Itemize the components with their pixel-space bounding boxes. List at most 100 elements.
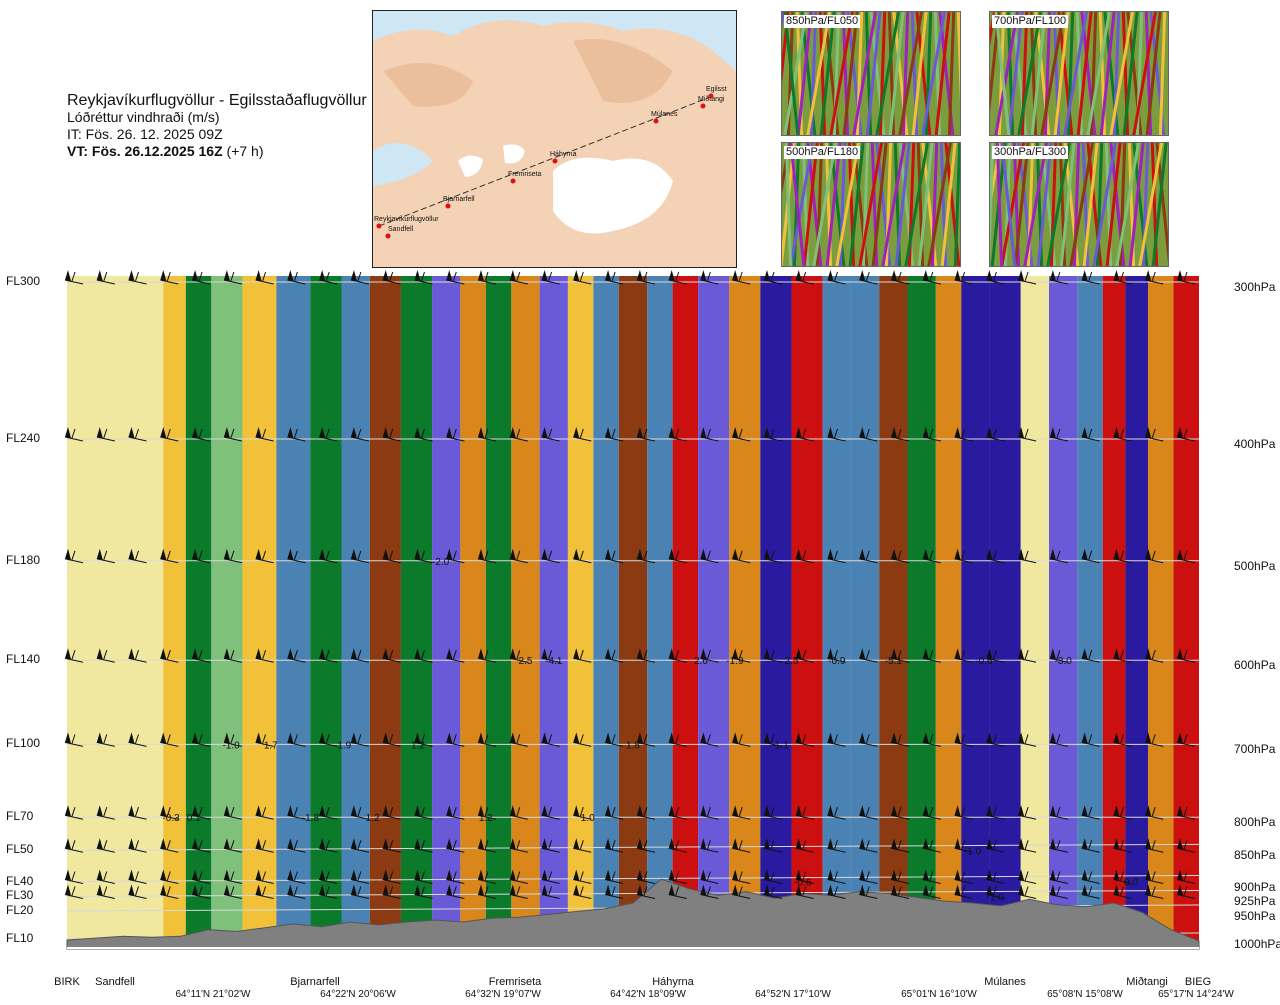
barb-feather [1056, 734, 1061, 744]
field-band [545, 276, 562, 949]
waypoint-label: Sandfell [95, 976, 135, 988]
barb-flag [764, 427, 770, 438]
barb-flag [922, 805, 929, 817]
barb-feather [484, 840, 489, 850]
wind-barb [1049, 884, 1069, 899]
barb-flag [636, 732, 643, 744]
route-waypoint-marker [376, 223, 382, 229]
barb-flag [478, 548, 484, 560]
field-band [618, 276, 648, 949]
barb-feather [516, 807, 521, 817]
thumbnail-stripe [1089, 12, 1098, 135]
wind-barb [96, 548, 115, 564]
wind-barb [604, 805, 624, 820]
field-band [246, 276, 273, 949]
wind-barb [1145, 427, 1164, 442]
field-band [822, 276, 851, 949]
thumbnail-700hpa[interactable]: 700hPa/FL100 [989, 11, 1169, 136]
barb-shaft [160, 657, 179, 663]
barb-flag [1081, 838, 1088, 850]
barb-shaft [350, 436, 370, 442]
wind-barb [795, 548, 814, 564]
barb-flag [1049, 732, 1056, 744]
route-map[interactable]: Reykjavíkurflugvöllur Sandfell Bjarnarfell… [372, 10, 737, 268]
barb-flag [223, 869, 230, 881]
pressure-label: 500hPa [1234, 558, 1276, 573]
barb-flag [859, 838, 866, 850]
flight-level-label: FL10 [6, 931, 34, 945]
barb-shaft [1176, 814, 1196, 820]
barb-flag [922, 884, 929, 896]
barb-feather [579, 428, 584, 439]
thumbnail-500hpa[interactable]: 500hPa/FL180 [781, 142, 961, 267]
barb-feather [643, 840, 648, 850]
barb-feather [738, 734, 743, 744]
wind-barb [859, 427, 878, 442]
barb-flag [382, 805, 389, 817]
thumbnail-stripe [829, 12, 854, 135]
barb-feather [421, 840, 425, 850]
field-band [944, 276, 953, 949]
barb-feather [770, 734, 775, 744]
thumbnail-850hpa[interactable]: 850hPa/FL050 [781, 11, 961, 136]
barb-flag [1145, 884, 1152, 896]
barb-feather [865, 550, 870, 560]
thumbnail-stripe [1099, 12, 1116, 135]
wind-barb [191, 884, 211, 899]
wind-barb [573, 869, 592, 884]
wind-barb [1145, 648, 1164, 663]
barb-flag [255, 548, 262, 560]
thumbnail-stripe [842, 12, 859, 135]
thumbnail-stripe [789, 143, 814, 266]
field-band [573, 276, 588, 949]
contour-label: -1.1 [772, 740, 790, 751]
thumbnail-300hpa[interactable]: 300hPa/FL300 [989, 142, 1169, 267]
wind-barb [509, 270, 528, 285]
wind-barb [382, 648, 401, 663]
barb-feather [1024, 550, 1029, 560]
barb-shaft [414, 741, 433, 747]
barb-shaft [541, 558, 560, 564]
barb-flag [128, 838, 135, 850]
barb-flag [319, 884, 326, 896]
thumbnail-stripe [1138, 143, 1163, 266]
barb-feather [230, 650, 235, 660]
barb-flag [287, 270, 294, 281]
barb-feather [293, 886, 298, 896]
barb-flag [636, 884, 643, 896]
barb-feather [357, 840, 362, 850]
barb-shaft [1081, 879, 1100, 884]
barb-flag [573, 427, 580, 438]
route-waypoint-marker [552, 158, 558, 164]
field-band [576, 276, 585, 949]
barb-shaft [827, 436, 846, 442]
field-band [100, 276, 135, 949]
wind-barb [541, 838, 560, 853]
barb-shaft [350, 814, 370, 820]
barb-flag [382, 732, 389, 744]
field-band [596, 276, 616, 949]
barb-feather [1151, 840, 1156, 850]
wind-barb [763, 838, 783, 853]
barb-flag [319, 270, 326, 281]
barb-shaft [160, 894, 179, 899]
barb-feather [1024, 871, 1029, 881]
barb-feather [484, 807, 489, 817]
field-band [542, 276, 565, 949]
barb-flag [795, 805, 802, 817]
barb-shaft [859, 879, 878, 884]
thumbnail-pattern [782, 143, 960, 266]
contour-label: -4.1 [545, 656, 563, 667]
wind-barb [287, 270, 306, 285]
barb-feather [770, 428, 775, 439]
barb-shaft [1017, 558, 1037, 564]
barb-feather [1056, 550, 1061, 560]
vertical-velocity-field [67, 276, 1199, 949]
wind-barb [223, 648, 243, 663]
barb-flag [160, 732, 167, 744]
barb-flag [891, 548, 898, 560]
barb-shaft [509, 436, 528, 442]
field-band [347, 276, 364, 949]
thumbnail-stripe [819, 12, 836, 135]
field-band [910, 276, 933, 949]
